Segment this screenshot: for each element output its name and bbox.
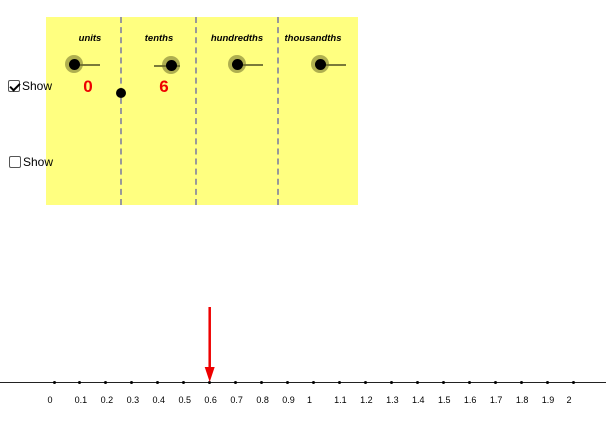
divider-units-tenths — [120, 17, 122, 205]
tenths-digit: 6 — [159, 77, 169, 96]
tenths-slider-knob[interactable] — [166, 60, 177, 71]
number-line-tick-label: 1.9 — [541, 395, 555, 405]
number-line-tick — [286, 381, 290, 384]
thousandths-slider-track[interactable] — [320, 64, 346, 66]
number-line-tick — [156, 381, 160, 384]
number-line-tick-label: 1.2 — [360, 395, 373, 405]
number-line-tick — [337, 381, 341, 384]
number-line-tick — [571, 381, 575, 384]
number-line-tick — [441, 381, 445, 384]
units-slider-knob[interactable] — [69, 59, 80, 70]
number-line-tick — [208, 381, 212, 384]
number-line-tick-label: 1.7 — [489, 395, 503, 405]
number-line-tick-label: 2 — [566, 395, 572, 405]
thousandths-slider[interactable] — [311, 55, 351, 75]
number-line-tick — [493, 381, 497, 384]
number-line-axis — [0, 382, 606, 383]
place-value-panel: units tenths hundredths thousandths 0 6 — [46, 17, 358, 205]
number-line-tick-label: 0.8 — [256, 395, 269, 405]
number-line-tick-label: 0.6 — [204, 395, 217, 405]
show-digits-checkbox[interactable] — [8, 80, 20, 92]
divider-hundredths-thousandths — [277, 17, 279, 205]
number-line-tick — [363, 381, 367, 384]
units-digit: 0 — [83, 77, 93, 96]
decimal-point-icon[interactable] — [116, 88, 126, 98]
hundredths-slider-track[interactable] — [237, 64, 263, 66]
number-line-tick — [467, 381, 471, 384]
number-line-tick — [52, 381, 56, 384]
number-line-tick-label: 0.4 — [152, 395, 166, 405]
column-title-units: units — [78, 33, 102, 44]
number-line-tick — [312, 381, 315, 384]
number-line-tick — [182, 381, 186, 384]
number-line-tick-label: 1.5 — [437, 395, 451, 405]
number-line-tick-label: 0 — [47, 395, 53, 405]
hundredths-slider[interactable] — [228, 55, 268, 75]
number-line-tick-label: 1.8 — [515, 395, 529, 405]
panel-background — [46, 17, 358, 205]
number-line-tick — [78, 381, 82, 384]
show-second-checkbox-row[interactable]: Show — [9, 155, 53, 169]
number-line-tick-label: 0.9 — [282, 395, 295, 405]
number-line-tick — [260, 381, 264, 384]
number-line-tick-label: 0.2 — [100, 395, 114, 405]
column-title-tenths: tenths — [144, 33, 174, 44]
column-title-thousandths: thousandths — [284, 33, 342, 44]
number-line-tick-label: 0.7 — [230, 395, 243, 405]
number-line-tick — [104, 381, 108, 384]
tenths-slider[interactable] — [152, 56, 192, 76]
hundredths-slider-knob[interactable] — [232, 59, 243, 70]
column-title-hundredths: hundredths — [210, 33, 264, 44]
number-line-tick-label: 0.5 — [178, 395, 192, 405]
show-digits-checkbox-row[interactable]: Show — [8, 79, 52, 93]
number-line-tick — [415, 381, 419, 384]
number-line-tick — [519, 381, 523, 384]
down-arrow-icon — [204, 367, 215, 382]
divider-tenths-hundredths — [195, 17, 197, 205]
show-second-label[interactable]: Show — [23, 155, 54, 169]
number-line-tick — [130, 381, 134, 384]
number-line-tick — [234, 381, 238, 384]
show-digits-label[interactable]: Show — [22, 79, 53, 93]
units-slider[interactable] — [65, 55, 105, 75]
number-line-tick-label: 1.1 — [334, 395, 347, 405]
number-line-tick-label: 0.1 — [74, 395, 88, 405]
number-line-tick-label: 1.4 — [412, 395, 425, 405]
number-line-tick-label: 1 — [306, 395, 313, 405]
show-second-checkbox[interactable] — [9, 156, 21, 168]
number-line-tick — [545, 381, 549, 384]
number-line-tick — [389, 381, 393, 384]
units-slider-track[interactable] — [74, 64, 100, 66]
number-line-tick-label: 0.3 — [126, 395, 140, 405]
number-line-tick-label: 1.6 — [463, 395, 477, 405]
number-line-tick-label: 1.3 — [386, 395, 399, 405]
thousandths-slider-knob[interactable] — [315, 59, 326, 70]
